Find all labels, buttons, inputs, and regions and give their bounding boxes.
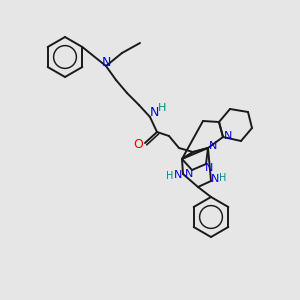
Text: N: N — [211, 174, 219, 184]
Text: N: N — [205, 163, 213, 173]
Text: H: H — [166, 171, 174, 181]
Text: N: N — [174, 170, 182, 180]
Text: H: H — [219, 173, 227, 183]
Text: H: H — [158, 103, 166, 113]
Text: N: N — [185, 169, 193, 179]
Text: N: N — [209, 141, 217, 151]
Text: N: N — [101, 56, 111, 70]
Text: N: N — [224, 131, 232, 141]
Text: O: O — [133, 137, 143, 151]
Text: N: N — [149, 106, 159, 119]
